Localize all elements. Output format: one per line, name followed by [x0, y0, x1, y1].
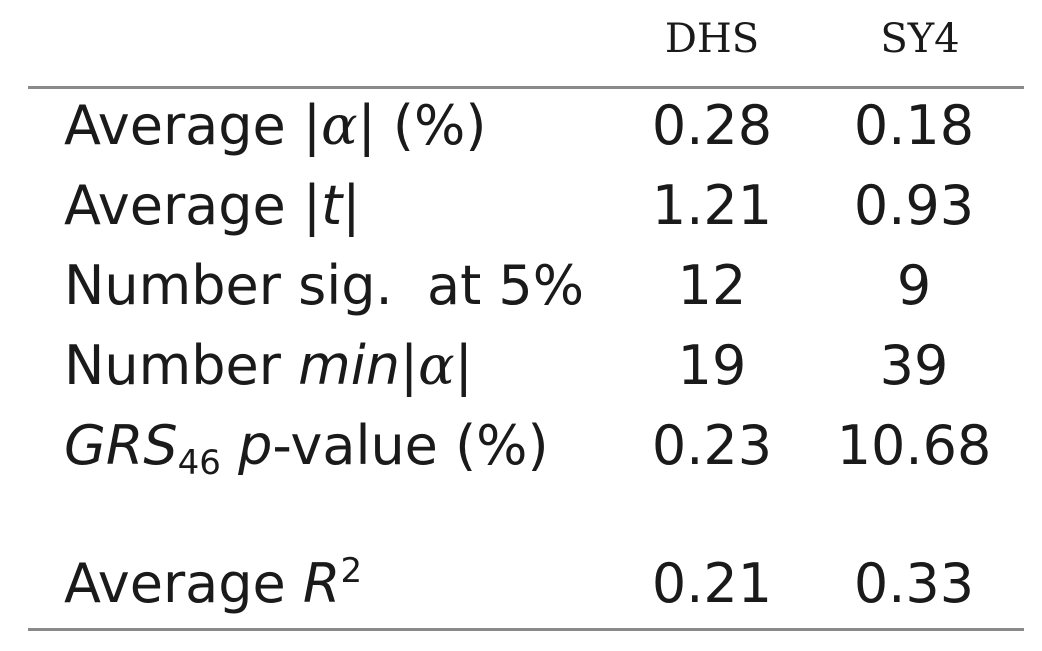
table-row: Number min|α| 19 39	[0, 326, 1042, 406]
cell-sy4: 10.68	[836, 414, 992, 477]
cell-sy4: 9	[896, 254, 932, 317]
row-label: Average R2	[64, 551, 363, 615]
column-header-sy4: SY4	[880, 16, 960, 62]
row-label: Average |α| (%)	[64, 94, 487, 157]
row-label: Number sig. at 5%	[64, 254, 585, 317]
cell-dhs: 0.28	[651, 94, 773, 157]
cell-dhs: 0.21	[651, 552, 773, 615]
cell-dhs: 1.21	[651, 174, 773, 237]
table-row: Average R2 0.21 0.33	[0, 544, 1042, 624]
cell-sy4: 0.18	[853, 94, 975, 157]
cell-dhs: 0.23	[651, 414, 773, 477]
table-row: Average |α| (%) 0.28 0.18	[0, 86, 1042, 166]
row-label: GRS46 p-value (%)	[64, 414, 549, 483]
cell-dhs: 19	[677, 334, 747, 397]
bottom-rule	[28, 628, 1024, 631]
cell-sy4: 0.93	[853, 174, 975, 237]
cell-dhs: 12	[677, 254, 747, 317]
cell-sy4: 39	[879, 334, 949, 397]
table-row: Number sig. at 5% 12 9	[0, 246, 1042, 326]
table-row: Average |t| 1.21 0.93	[0, 166, 1042, 246]
column-header-dhs: DHS	[664, 16, 760, 62]
table-row: GRS46 p-value (%) 0.23 10.68	[0, 406, 1042, 486]
row-label: Average |t|	[64, 174, 361, 237]
top-rule	[28, 86, 1024, 89]
row-label: Number min|α|	[64, 334, 473, 397]
cell-sy4: 0.33	[853, 552, 975, 615]
